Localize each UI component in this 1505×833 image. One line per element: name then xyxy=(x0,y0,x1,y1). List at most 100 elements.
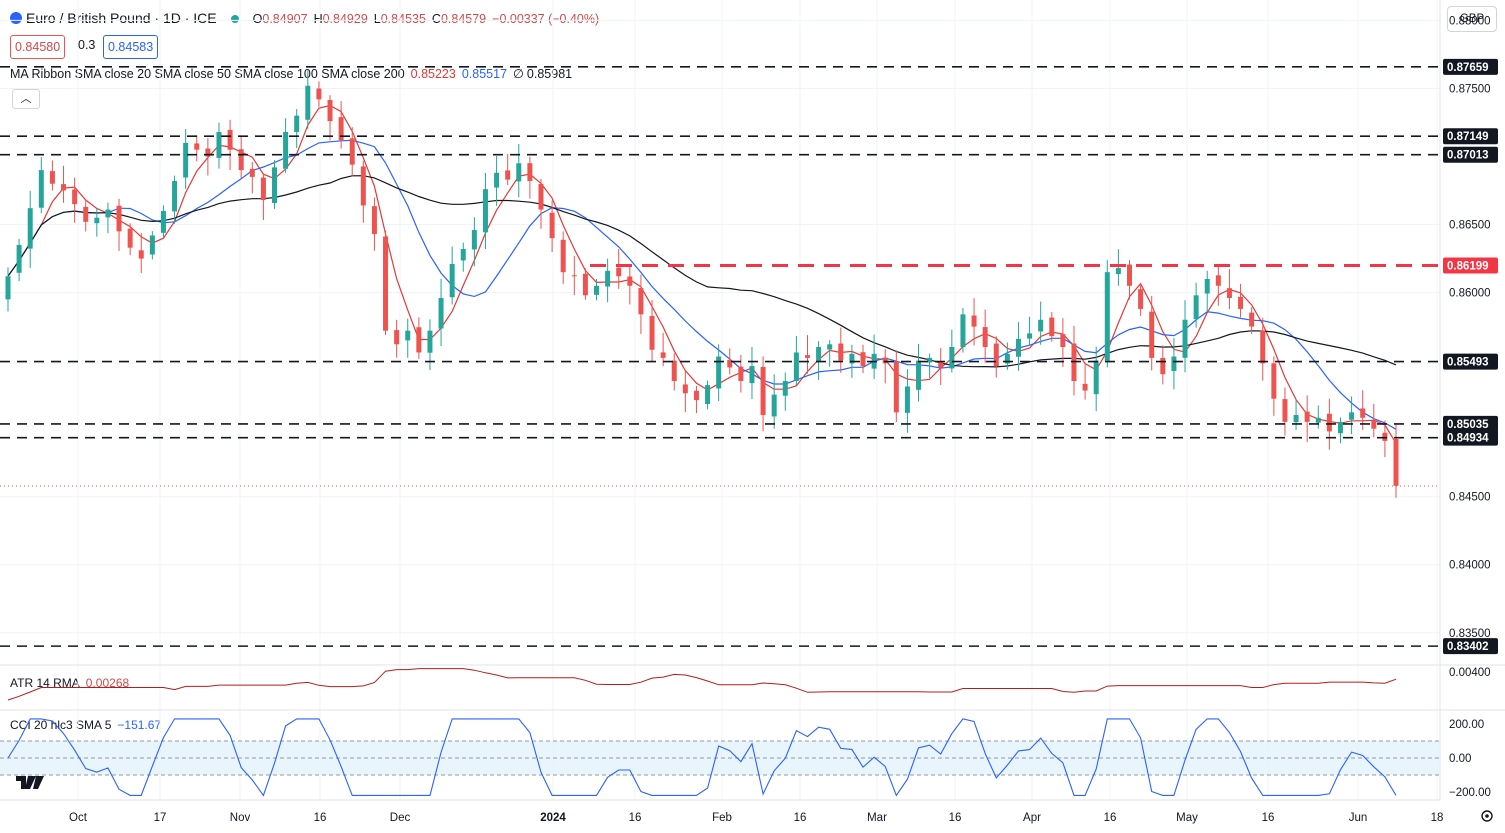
candle xyxy=(494,155,500,206)
candle xyxy=(16,238,22,282)
candle-body xyxy=(338,117,344,141)
cci-line xyxy=(7,718,1397,797)
price-tick-label: 0.83500 xyxy=(1449,628,1491,640)
candle xyxy=(627,266,633,305)
ma-ribbon-legend[interactable]: MA Ribbon SMA close 20 SMA close 50 SMA … xyxy=(10,66,578,81)
market-status-icon xyxy=(230,15,239,23)
candle xyxy=(1238,283,1244,318)
candle-body xyxy=(527,163,533,181)
time-tick-label: Oct xyxy=(69,812,88,824)
candle-body xyxy=(549,212,555,239)
candle xyxy=(1104,260,1110,368)
cci-tick-label: 200.00 xyxy=(1449,719,1484,731)
candle xyxy=(227,119,233,171)
time-tick-label: Nov xyxy=(230,812,251,824)
candle-body xyxy=(1282,399,1288,422)
candle xyxy=(749,347,755,400)
candle xyxy=(1349,396,1355,435)
candle-body xyxy=(305,85,311,120)
candle-body xyxy=(605,270,611,287)
candle xyxy=(1304,395,1310,443)
level-price-box xyxy=(1443,353,1498,370)
candle xyxy=(383,230,389,336)
candle xyxy=(1315,405,1321,429)
candle xyxy=(449,246,455,305)
cci-legend[interactable]: CCI 20 hlc3 SMA 5 −151.67 xyxy=(10,718,167,732)
candle-body xyxy=(1315,417,1321,423)
candle-body xyxy=(571,275,577,277)
candle xyxy=(671,353,677,391)
candle xyxy=(160,205,166,238)
candle-body xyxy=(61,184,67,191)
time-tick-label: Apr xyxy=(1023,812,1041,824)
close-value: 0.84579 xyxy=(440,12,487,26)
sell-button[interactable]: 0.84580 xyxy=(10,35,66,59)
candle-body xyxy=(594,285,600,295)
candle xyxy=(1138,283,1144,316)
candle-body xyxy=(271,167,277,204)
candle xyxy=(505,154,511,186)
candle xyxy=(1038,301,1044,345)
candle xyxy=(1093,346,1099,412)
candle xyxy=(971,298,977,346)
sma200-line xyxy=(7,175,1397,368)
candle xyxy=(693,385,699,414)
level-price-box xyxy=(1443,146,1498,163)
candle xyxy=(1260,317,1266,381)
collapse-legend-button[interactable]: ︿ xyxy=(12,89,40,109)
candle xyxy=(360,160,366,223)
candle xyxy=(127,223,133,256)
candle-body xyxy=(649,315,655,350)
atr-legend[interactable]: ATR 14 RMA 0.00268 xyxy=(10,676,135,690)
candle xyxy=(427,319,433,370)
candle-body xyxy=(172,180,178,212)
candle xyxy=(371,197,377,251)
currency-button[interactable]: GBP xyxy=(1447,6,1497,32)
candle-body xyxy=(49,171,55,184)
candle xyxy=(904,369,910,433)
candle xyxy=(1182,300,1188,373)
price-tick-label: 0.88000 xyxy=(1449,15,1491,27)
candle xyxy=(1171,337,1177,390)
candle-body xyxy=(1304,411,1310,422)
candle-body xyxy=(1115,268,1121,275)
candle xyxy=(882,349,888,384)
candle xyxy=(682,369,688,413)
candle xyxy=(782,372,788,411)
level-price-label: 0.87659 xyxy=(1447,62,1489,74)
symbol-title[interactable]: Euro / British Pound · 1D · ICE xyxy=(26,10,217,26)
candle-body xyxy=(1193,295,1199,320)
candle xyxy=(349,127,355,176)
candle-body xyxy=(660,352,666,358)
candle-body xyxy=(538,183,544,210)
candle-body xyxy=(16,244,22,273)
candle-body xyxy=(1204,278,1210,294)
candle-body xyxy=(249,168,255,177)
candle-body xyxy=(216,132,222,158)
candle-body xyxy=(760,366,766,416)
candle xyxy=(394,319,400,358)
candle-body xyxy=(793,352,799,381)
buy-button[interactable]: 0.84583 xyxy=(103,35,159,59)
candle xyxy=(338,101,344,149)
candle xyxy=(1115,249,1121,286)
candle-body xyxy=(194,143,200,150)
candle-body xyxy=(1238,296,1244,309)
candle xyxy=(183,129,189,190)
candle-body xyxy=(427,330,433,353)
candle xyxy=(960,307,966,353)
candle-body xyxy=(904,386,910,413)
time-tick-label: Mar xyxy=(867,812,887,824)
candle xyxy=(1015,322,1021,371)
chevron-up-icon: ︿ xyxy=(20,93,32,105)
candle-body xyxy=(394,330,400,345)
candle xyxy=(49,160,55,191)
settings-icon[interactable] xyxy=(1481,810,1493,822)
candle-body xyxy=(260,177,266,201)
candle-body xyxy=(83,206,89,222)
candle-body xyxy=(471,229,477,250)
candle-body xyxy=(1293,415,1299,423)
candle-body xyxy=(1060,334,1066,348)
globe-icon xyxy=(10,12,22,24)
